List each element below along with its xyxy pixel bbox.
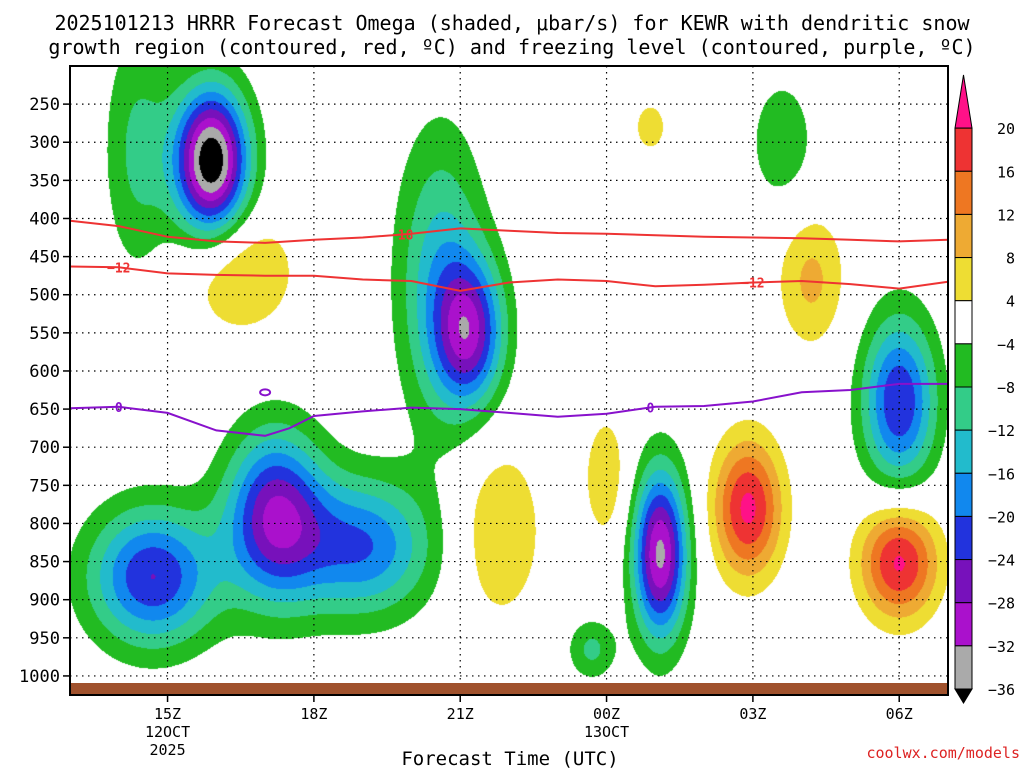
colorbar-bin <box>954 170 973 215</box>
x-tick-label: 15Z <box>154 705 181 723</box>
y-tick-label: 500 <box>29 286 60 306</box>
watermark: coolwx.com/models <box>866 744 1020 762</box>
contour-lines: −18 −12 −12 0 0 <box>69 219 949 437</box>
colorbar-bin <box>954 429 973 474</box>
colorbar-label: −28 <box>988 595 1015 613</box>
y-tick-label: 750 <box>29 476 60 496</box>
y-tick-label: 850 <box>29 553 60 573</box>
y-tick-label: 600 <box>29 362 60 382</box>
colorbar: 20 16 12 8 4 −4 −8 −12 −16 −20 −24 −28 −32 −36 <box>954 74 1015 704</box>
y-tick-label: 300 <box>29 133 60 153</box>
dgz-top-isotherm <box>69 219 949 244</box>
y-axis: 250 300 350 400 450 500 550 600 650 700 750 800 850 9… <box>19 95 70 687</box>
x-tick-label: 21Z <box>447 705 474 723</box>
freezing-level-isotherm-label: 0 <box>647 401 655 416</box>
colorbar-bin <box>954 257 973 302</box>
colorbar-label: −20 <box>988 508 1015 526</box>
x-tick-year: 2025 <box>149 741 185 759</box>
plot-area: −18 −12 −12 0 0 <box>69 65 949 696</box>
y-tick-label: 400 <box>29 209 60 229</box>
freezing-level-isolated-ring <box>259 388 272 397</box>
dgz-bottom-isotherm <box>69 265 949 292</box>
colorbar-label: 20 <box>997 120 1015 138</box>
colorbar-label: 12 <box>997 206 1015 224</box>
colorbar-label: −12 <box>988 422 1015 440</box>
colorbar-label: −24 <box>988 552 1015 570</box>
chart-title-line1: 2025101213 HRRR Forecast Omega (shaded, … <box>54 11 970 35</box>
colorbar-label: 4 <box>1006 293 1015 311</box>
colorbar-bin <box>954 515 973 561</box>
y-tick-label: 450 <box>29 248 60 268</box>
y-tick-label: 900 <box>29 591 60 611</box>
colorbar-bin <box>954 343 973 388</box>
x-tick-label: 00Z <box>593 705 620 723</box>
y-tick-label: 800 <box>29 514 60 534</box>
x-tick-label: 06Z <box>886 705 913 723</box>
x-tick-label: 18Z <box>300 705 327 723</box>
y-tick-label: 950 <box>29 629 60 649</box>
y-tick-label: 350 <box>29 171 60 191</box>
colorbar-bin <box>954 386 973 431</box>
chart-title-line2: growth region (contoured, red, ºC) and f… <box>48 35 975 59</box>
colorbar-bin <box>954 645 973 690</box>
colorbar-bin <box>954 300 973 345</box>
y-tick-label: 250 <box>29 95 60 115</box>
y-tick-label: 650 <box>29 400 60 420</box>
colorbar-label: −8 <box>997 379 1015 397</box>
colorbar-max-triangle <box>954 74 973 129</box>
dgz-bottom-isotherm-label: −12 <box>107 261 130 276</box>
colorbar-min-triangle <box>954 688 973 704</box>
ground-bar <box>70 683 948 695</box>
colorbar-label: 16 <box>997 163 1015 181</box>
plot-frame <box>69 65 949 696</box>
y-tick-label: 1000 <box>19 667 60 687</box>
colorbar-bin <box>954 127 973 172</box>
colorbar-label: −16 <box>988 465 1015 483</box>
colorbar-bin <box>954 472 973 517</box>
colorbar-label: −4 <box>997 336 1015 354</box>
grid-lines <box>70 66 948 695</box>
x-tick-date: 13OCT <box>584 723 629 741</box>
colorbar-bin <box>954 602 973 647</box>
freezing-level-isotherm <box>69 382 948 437</box>
x-tick-label: 03Z <box>739 705 766 723</box>
colorbar-bin <box>954 213 973 259</box>
colorbar-label: −32 <box>988 638 1015 656</box>
x-tick-date: 12OCT <box>145 723 190 741</box>
y-tick-label: 700 <box>29 438 60 458</box>
y-tick-label: 550 <box>29 324 60 344</box>
omega-shading <box>70 66 948 695</box>
x-axis-title: Forecast Time (UTC) <box>401 748 618 768</box>
colorbar-label: −36 <box>988 681 1015 699</box>
freezing-level-isotherm-label: 0 <box>115 401 123 416</box>
dgz-bottom-isotherm-label: −12 <box>741 277 764 292</box>
colorbar-bin <box>954 559 973 604</box>
dgz-top-isotherm-label: −18 <box>390 228 414 243</box>
colorbar-label: 8 <box>1006 250 1015 268</box>
